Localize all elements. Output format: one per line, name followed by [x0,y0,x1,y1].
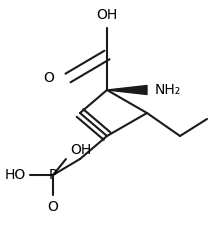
Text: O: O [48,200,59,214]
Text: P: P [49,168,57,182]
Text: NH₂: NH₂ [155,83,181,97]
Text: OH: OH [96,8,118,22]
Text: O: O [43,71,54,85]
Polygon shape [107,85,147,95]
Text: OH: OH [70,143,91,157]
Text: HO: HO [5,168,26,182]
